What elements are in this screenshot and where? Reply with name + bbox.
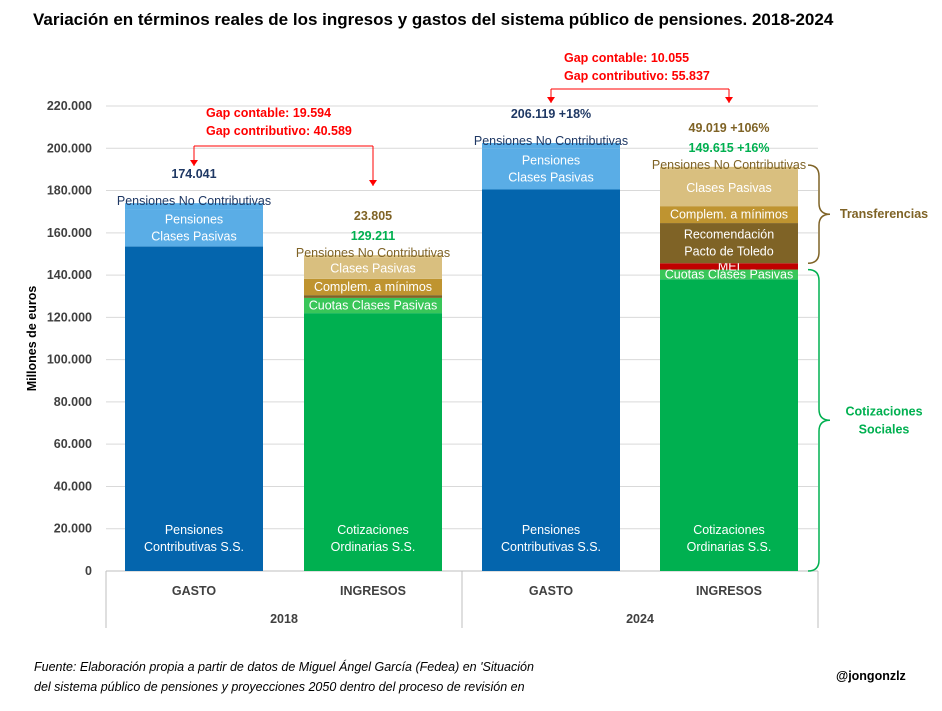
y-tick-label: 0 [85,564,92,578]
segment-label: Contributivas S.S. [501,540,601,554]
bar-segment [304,278,442,296]
y-tick-label: 120.000 [47,310,92,324]
y-tick-label: 40.000 [54,479,92,493]
bar-segment [125,203,263,210]
group-label: 2018 [270,612,298,626]
gap-arrowhead [369,180,377,186]
y-tick-label: 100.000 [47,353,92,367]
transfer-total-label: 23.805 [354,209,392,223]
x-tick-label: GASTO [172,584,216,598]
segment-label: Pacto de Toledo [684,245,773,259]
bar-segment [660,279,798,571]
source-line-1: Fuente: Elaboración propia a partir de d… [34,660,534,674]
chart-title: Variación en términos reales de los ingr… [33,10,834,29]
bar-segment [304,295,442,298]
cotizacion-total-label: 149.615 +16% [689,141,770,155]
segment-label: Clases Pasivas [151,230,236,244]
bar-segment [660,269,798,280]
y-tick-label: 180.000 [47,184,92,198]
segment-label: Pensiones [165,523,223,537]
gap-arrowhead [547,97,555,103]
segment-label: Pensiones No Contributivas [652,158,806,172]
y-tick-label: 160.000 [47,226,92,240]
gap-annotation-text: Gap contributivo: 40.589 [206,124,352,138]
segment-label: Pensiones No Contributivas [296,246,450,260]
bar-segment [304,257,442,279]
bar-segment [482,142,620,149]
segment-label: Cuotas Clases Pasivas [665,267,794,281]
brace-label: Cotizaciones [845,404,922,418]
group-label: 2024 [626,612,654,626]
segment-label: Pensiones [522,153,580,167]
brace-label: Sociales [859,422,910,436]
segment-label: Cuotas Clases Pasivas [309,299,438,313]
segment-label: Complem. a mínimos [314,280,432,294]
brace [807,164,831,264]
segment-label: Cotizaciones [337,523,409,537]
segment-label: Cotizaciones [693,523,765,537]
transfer-total-label: 49.019 +106% [689,121,770,135]
segment-label: Complem. a mínimos [670,208,788,222]
bar-segment [660,166,798,170]
x-tick-label: GASTO [529,584,573,598]
segment-label: Pensiones [165,213,223,227]
y-tick-label: 80.000 [54,395,92,409]
bar-segment [304,297,442,314]
y-tick-label: 220.000 [47,99,92,113]
gap-arrowhead [190,160,198,166]
source-line-2: del sistema público de pensiones y proye… [34,680,525,694]
segment-label: Ordinarias S.S. [687,540,772,554]
x-tick-label: INGRESOS [696,584,762,598]
bar-segment [304,255,442,258]
bar-segment [482,148,620,190]
bar-segment [482,189,620,571]
brace [807,268,831,572]
bar-segment [660,206,798,224]
bar-segment [304,313,442,571]
segment-label: Clases Pasivas [330,261,415,275]
y-tick-label: 200.000 [47,141,92,155]
y-tick-label: 60.000 [54,437,92,451]
segment-label: Pensiones [522,523,580,537]
bar-total-label: 206.119 +18% [511,107,591,121]
bar-segment [125,209,263,247]
bar-segment [660,169,798,207]
segment-label: Pensiones No Contributivas [117,194,271,208]
segment-label: Clases Pasivas [686,181,771,195]
gap-annotation-text: Gap contable: 19.594 [206,106,331,120]
bar-total-label: 174.041 [171,167,216,181]
bar-segment [660,263,798,270]
segment-label: Ordinarias S.S. [331,540,416,554]
y-tick-label: 20.000 [54,522,92,536]
segment-label: Recomendación [684,228,774,242]
y-tick-label: 140.000 [47,268,92,282]
cotizacion-total-label: 129.211 [351,229,396,243]
brace-label: Transferencias [840,207,928,221]
segment-label: Clases Pasivas [508,170,593,184]
gap-annotation-text: Gap contributivo: 55.837 [564,69,710,83]
segment-label: Pensiones No Contributivas [474,134,628,148]
gap-arrowhead [725,97,733,103]
y-axis-label: Millones de euros [25,286,39,392]
bar-segment [125,246,263,571]
bar-segment [660,223,798,264]
x-tick-label: INGRESOS [340,584,406,598]
author-handle: @jongonzlz [836,669,906,683]
gap-annotation-text: Gap contable: 10.055 [564,51,689,65]
source-note: Fuente: Elaboración propia a partir de d… [34,657,634,697]
segment-label: Contributivas S.S. [144,540,244,554]
